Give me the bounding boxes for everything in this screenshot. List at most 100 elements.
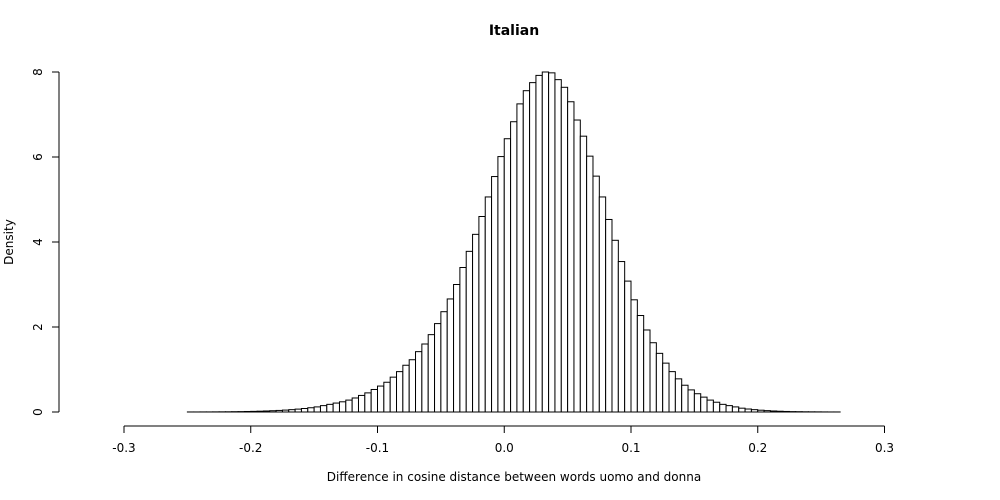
histogram-bar <box>396 371 404 413</box>
histogram-bar <box>712 401 721 413</box>
histogram-bar <box>408 359 417 413</box>
histogram-bar <box>370 388 379 413</box>
histogram-bar <box>554 79 562 413</box>
y-axis: 0 2 4 6 8 <box>31 68 60 416</box>
histogram-bar <box>560 86 569 413</box>
histogram-bar <box>275 409 283 413</box>
histogram-bar <box>288 409 296 413</box>
histogram-bar <box>605 218 613 413</box>
histogram-bar <box>434 323 442 413</box>
histogram-bar <box>440 311 448 413</box>
histogram-bar <box>459 267 467 413</box>
y-tick-label: 8 <box>31 68 45 76</box>
histogram-bar <box>624 280 632 413</box>
histogram-bar <box>579 135 588 413</box>
histogram-bar <box>421 343 429 413</box>
x-tick-label: 0.0 <box>495 441 514 455</box>
histogram-bar <box>313 406 321 413</box>
y-tick-label: 2 <box>31 323 45 331</box>
histogram-bar <box>497 156 505 413</box>
histogram-bar <box>636 315 645 413</box>
histogram-bar <box>731 406 740 413</box>
histogram-bar <box>750 409 759 413</box>
histogram-bar <box>281 409 290 413</box>
histogram-bar <box>269 410 277 413</box>
y-tick-label: 6 <box>31 153 45 161</box>
histogram-bar <box>541 71 550 413</box>
histogram-bar <box>326 403 334 413</box>
histogram-bar <box>402 364 410 413</box>
histogram-bar <box>516 103 524 413</box>
histogram-bar <box>529 82 537 413</box>
histogram-bar <box>687 389 695 413</box>
x-axis-label: Difference in cosine distance between wo… <box>327 470 701 484</box>
histogram-bar <box>453 284 461 413</box>
x-tick-label: -0.1 <box>366 441 389 455</box>
y-axis-label: Density <box>2 219 16 265</box>
histogram-bar <box>567 101 575 413</box>
histogram-bar <box>725 405 733 413</box>
histogram-bar <box>776 410 784 413</box>
histogram-bar <box>662 362 670 413</box>
histogram-bar <box>465 250 474 413</box>
histogram-bar <box>503 138 512 413</box>
histogram-bar <box>262 410 271 413</box>
histogram-bar <box>706 399 714 413</box>
histogram-bar <box>345 399 353 413</box>
histogram-bar <box>769 410 778 413</box>
histogram-bar <box>738 407 746 413</box>
histogram-bar <box>763 410 771 413</box>
histogram-bar <box>383 381 391 413</box>
histogram-bar <box>573 119 581 413</box>
histogram-bars <box>186 71 841 413</box>
histogram-bar <box>522 90 531 413</box>
histogram-bar <box>256 410 264 413</box>
histogram-bar <box>643 329 651 413</box>
histogram-bar <box>300 408 309 413</box>
histogram-bar <box>617 261 626 413</box>
histogram-bar <box>630 299 638 413</box>
histogram-bar <box>491 176 499 413</box>
histogram-bar <box>592 175 600 413</box>
histogram-bar <box>332 402 340 413</box>
x-tick-label: 0.3 <box>875 441 894 455</box>
histogram-bar <box>535 74 543 413</box>
histogram-bar <box>427 334 436 413</box>
histogram-bar <box>243 410 252 413</box>
histogram-bar <box>681 384 689 413</box>
x-tick-label: -0.3 <box>112 441 135 455</box>
histogram-bar <box>364 392 372 413</box>
histogram-bar <box>415 351 423 413</box>
x-tick-label: 0.2 <box>748 441 767 455</box>
histogram-bar <box>757 409 765 413</box>
histogram-bar <box>250 410 258 413</box>
histogram-bar <box>319 405 328 413</box>
histogram-bar <box>446 298 455 413</box>
x-tick-label: 0.1 <box>621 441 640 455</box>
histogram-bar <box>478 216 486 413</box>
histogram-bar <box>357 394 366 413</box>
histogram-bar <box>655 352 664 413</box>
histogram-bar <box>389 376 398 413</box>
x-tick-label: -0.2 <box>239 441 262 455</box>
histogram-bar <box>377 385 385 413</box>
histogram-bar <box>586 155 594 413</box>
histogram-bar <box>744 408 752 413</box>
histogram-bar <box>548 72 556 413</box>
x-axis: -0.3 -0.2 -0.1 0.0 0.1 0.2 0.3 <box>112 425 894 455</box>
histogram-bar <box>598 196 607 413</box>
histogram-bar <box>338 401 347 413</box>
histogram-bar <box>668 371 676 413</box>
histogram-bar <box>611 239 619 413</box>
chart-title: Italian <box>489 23 539 39</box>
histogram-bar <box>484 196 493 413</box>
histogram-bar <box>674 378 683 413</box>
histogram-bar <box>700 396 708 413</box>
y-tick-label: 0 <box>31 408 45 416</box>
histogram-bar <box>649 342 657 413</box>
histogram-bar <box>351 397 359 413</box>
histogram-bar <box>693 393 702 413</box>
histogram-bar <box>719 403 727 413</box>
histogram-bar <box>294 408 302 413</box>
